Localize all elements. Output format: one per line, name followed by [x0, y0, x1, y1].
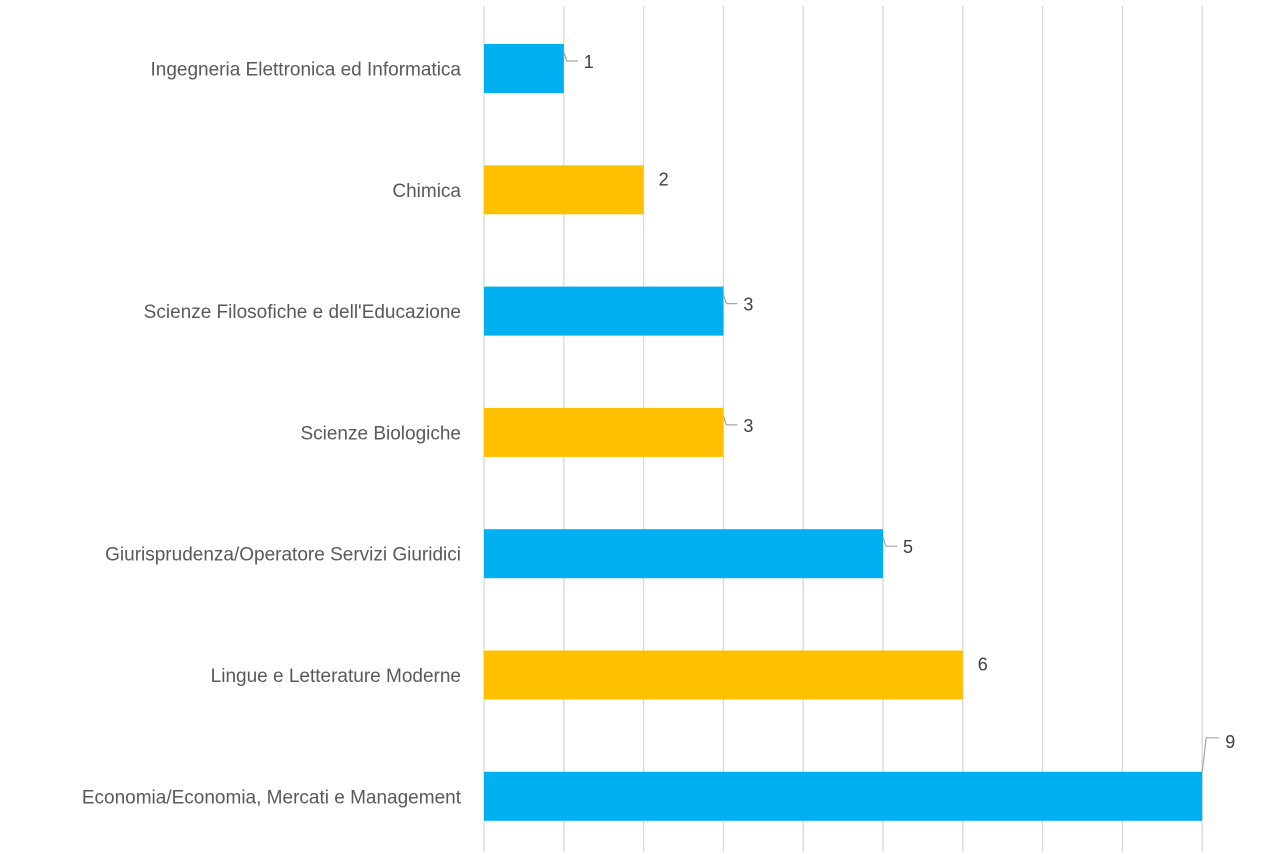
leader-line-3 [722, 294, 738, 305]
data-label-6: 6 [978, 655, 988, 675]
category-label-7: Economia/Economia, Mercati e Management [82, 787, 462, 808]
category-label-6: Lingue e Letterature Moderne [211, 666, 461, 687]
leader-line-4 [722, 415, 738, 426]
bar-6 [484, 650, 963, 700]
data-label-1: 1 [584, 52, 594, 72]
bar-5 [484, 529, 883, 579]
category-label-4: Scienze Biologiche [300, 423, 461, 444]
data-labels: 1 2 3 3 5 6 9 [584, 52, 1235, 752]
data-label-3: 3 [743, 295, 753, 315]
leader-line-1 [563, 51, 578, 62]
bar-2 [484, 165, 644, 215]
category-label-2: Chimica [392, 181, 461, 202]
data-label-4: 3 [743, 416, 753, 436]
bar-1 [484, 44, 564, 93]
category-label-3: Scienze Filosofiche e dell'Educazione [144, 302, 461, 323]
bar-7 [484, 771, 1203, 821]
category-label-5: Giurisprudenza/Operatore Servizi Giuridi… [105, 545, 461, 566]
category-labels: Ingegneria Elettronica ed Informatica Chi… [82, 60, 462, 809]
bars [484, 44, 1203, 821]
bar-3 [484, 286, 724, 336]
leader-line-7 [1201, 737, 1220, 772]
data-label-7: 9 [1225, 732, 1235, 752]
leader-line-5 [882, 537, 897, 547]
bar-4 [484, 407, 724, 457]
data-label-leaders [563, 51, 1220, 772]
data-label-5: 5 [903, 537, 913, 557]
data-label-2: 2 [659, 169, 669, 189]
gridlines [483, 6, 1203, 852]
category-label-1: Ingegneria Elettronica ed Informatica [150, 60, 461, 81]
